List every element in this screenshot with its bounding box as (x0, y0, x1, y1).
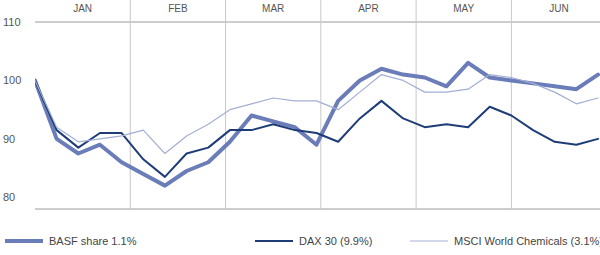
legend-label: MSCI World Chemicals (3.1%) (454, 235, 600, 247)
x-tick-label: FEB (168, 3, 188, 14)
frame-top (35, 22, 600, 23)
x-tick-label: MAY (453, 3, 474, 14)
legend-label: BASF share 1.1% (49, 235, 137, 247)
y-tick-label: 80 (3, 191, 15, 203)
legend-swatch (5, 239, 43, 243)
series-line (35, 75, 598, 154)
series-line (35, 63, 598, 186)
month-separator (511, 0, 512, 209)
legend-label: DAX 30 (9.9%) (299, 235, 372, 247)
legend-swatch (255, 240, 293, 242)
y-tick-label: 90 (3, 133, 15, 145)
month-separator (130, 0, 131, 209)
month-separator (225, 0, 226, 209)
month-separator (320, 0, 321, 209)
y-tick-label: 110 (3, 16, 21, 28)
y-tick-label: 100 (3, 74, 21, 86)
frame-bottom (35, 209, 600, 210)
plot-area (35, 63, 598, 186)
x-tick-label: MAR (262, 3, 284, 14)
x-tick-label: JAN (73, 3, 92, 14)
legend-swatch (410, 240, 448, 241)
x-tick-label: APR (358, 3, 379, 14)
x-tick-label: JUN (549, 3, 568, 14)
chart: JAN FEB MAR APR MAY JUN 80 90 100 110 BASF share 1… (0, 0, 600, 255)
series-line (35, 80, 598, 176)
month-separator (416, 0, 417, 209)
